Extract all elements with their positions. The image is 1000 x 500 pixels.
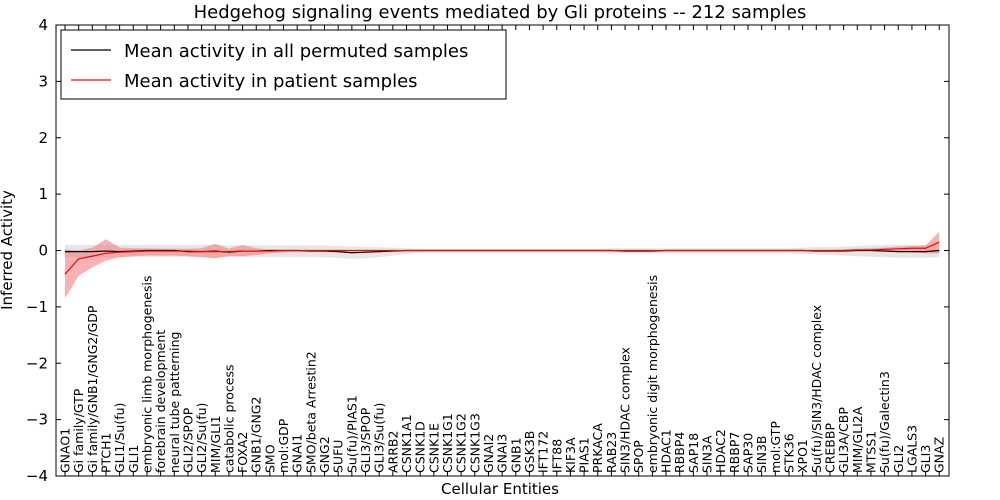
x-tick-label: MIM/GLI1 xyxy=(208,415,223,473)
y-tick-label: 2 xyxy=(38,129,48,147)
plot-frame xyxy=(55,24,950,477)
x-tick-label: GNG2 xyxy=(317,436,332,473)
x-tick-label: SUFU xyxy=(331,440,346,473)
x-tick-label: mol:GTP xyxy=(768,421,783,473)
x-tick-label: ARRB2 xyxy=(385,431,400,473)
x-tick-label: mol:GDP xyxy=(276,418,291,473)
x-tick-label: neural tube patterning xyxy=(167,332,182,473)
legend: Mean activity in all permuted samples Me… xyxy=(60,29,507,100)
x-tick-label: forebrain development xyxy=(153,330,168,473)
x-tick-label: STK36 xyxy=(781,433,796,473)
x-axis-label: Cellular Entities xyxy=(441,480,559,498)
x-tick-label: GLI1 xyxy=(126,445,141,473)
x-tick-label: LGALS3 xyxy=(904,425,919,473)
x-tick-label: CREBBP xyxy=(822,423,837,473)
legend-label-patient: Mean activity in patient samples xyxy=(124,71,418,92)
x-tick-label: RAB23 xyxy=(604,432,619,473)
x-tick-label: Gi family/GTP xyxy=(71,388,86,473)
y-tick-label: 0 xyxy=(38,242,48,260)
x-tick-label: GLI2/SPOP xyxy=(180,407,195,473)
x-tick-label: CSNK1G2 xyxy=(454,413,469,473)
y-axis-ticks: −4 −3 −2 −1 0 1 2 3 4 xyxy=(26,16,949,485)
x-tick-label: GNAZ xyxy=(932,437,947,473)
x-tick-label: Su(fu)/PIAS1 xyxy=(344,395,359,473)
x-tick-label: GLI2/Su(fu) xyxy=(194,403,209,473)
x-tick-label: CSNK1E xyxy=(426,423,441,473)
band-series-1 xyxy=(65,231,940,299)
y-axis-label: Inferred Activity xyxy=(0,190,16,310)
x-tick-label: HDAC2 xyxy=(713,429,728,473)
x-tick-label: GNAI2 xyxy=(481,434,496,473)
x-tick-label: XPO1 xyxy=(795,439,810,473)
x-tick-label: GNB1 xyxy=(508,437,523,473)
x-tick-label: HDAC1 xyxy=(659,429,674,473)
x-tick-label: SAP18 xyxy=(686,433,701,473)
x-tick-label: MTSS1 xyxy=(863,431,878,473)
x-tick-label: GLI3 xyxy=(918,445,933,473)
x-tick-label: embryonic digit morphogenesis xyxy=(645,275,660,473)
x-tick-label: SMO/beta Arrestin2 xyxy=(303,351,318,473)
y-tick-label: −4 xyxy=(26,467,48,485)
x-tick-label: CSNK1A1 xyxy=(399,414,414,473)
line-series-1 xyxy=(64,241,940,275)
x-tick-label: SIN3/HDAC complex xyxy=(618,347,633,473)
x-tick-label: CSNK1D xyxy=(413,421,428,473)
x-tick-label: SIN3A xyxy=(700,435,715,473)
x-tick-label: catabolic process xyxy=(221,364,236,473)
x-tick-label: CSNK1G1 xyxy=(440,413,455,473)
x-tick-label: GLI2 xyxy=(891,445,906,473)
x-tick-label: GLI3/Su(fu) xyxy=(372,403,387,473)
x-tick-label: SPOP xyxy=(631,440,646,473)
x-tick-label: Su(fu)/SIN3/HDAC complex xyxy=(809,305,824,473)
legend-label-permuted: Mean activity in all permuted samples xyxy=(124,41,468,62)
x-tick-label: GSK3B xyxy=(522,431,537,473)
band-series-0 xyxy=(65,243,940,259)
x-tick-label: RBBP7 xyxy=(727,432,742,473)
x-tick-label: GLI1/Su(fu) xyxy=(112,403,127,473)
x-tick-label: GNAI3 xyxy=(495,434,510,473)
y-tick-label: −2 xyxy=(26,354,48,372)
x-tick-label: IFT88 xyxy=(549,439,564,473)
y-tick-label: 4 xyxy=(38,16,48,34)
x-tick-label: SAP30 xyxy=(741,433,756,473)
confidence-bands xyxy=(65,231,940,299)
x-tick-label: GNAO1 xyxy=(58,428,73,473)
x-tick-label: FOXA2 xyxy=(235,432,250,473)
x-tick-label: GLI3/SPOP xyxy=(358,407,373,473)
y-tick-label: −1 xyxy=(26,298,48,316)
y-tick-label: 1 xyxy=(38,185,48,203)
x-tick-label: Gi family/GNB1/GNG2/GDP xyxy=(85,305,100,473)
y-tick-label: −3 xyxy=(26,411,48,429)
x-tick-label: SIN3B xyxy=(754,436,769,474)
x-tick-label: PTCH1 xyxy=(98,432,113,473)
x-tick-label: GLI3A/CBP xyxy=(836,407,851,473)
x-tick-label: RBBP4 xyxy=(672,432,687,473)
y-tick-label: 3 xyxy=(38,72,48,90)
x-tick-label: embryonic limb morphogenesis xyxy=(139,276,154,473)
x-tick-label: Su(fu)/Galectin3 xyxy=(877,371,892,473)
x-tick-label: CSNK1G3 xyxy=(467,413,482,473)
x-tick-label: GNAI1 xyxy=(290,434,305,473)
x-tick-label: SMO xyxy=(262,444,277,473)
x-tick-label: PIAS1 xyxy=(577,437,592,473)
legend-box xyxy=(60,29,507,100)
x-tick-label: IFT172 xyxy=(536,431,551,473)
chart-title: Hedgehog signaling events mediated by Gl… xyxy=(194,2,807,23)
x-tick-label: MIM/GLI2A xyxy=(850,406,865,473)
x-tick-label: PRKACA xyxy=(590,423,605,473)
series-lines xyxy=(64,241,940,275)
x-tick-label: KIF3A xyxy=(563,437,578,473)
x-tick-label: GNB1/GNG2 xyxy=(249,397,264,473)
